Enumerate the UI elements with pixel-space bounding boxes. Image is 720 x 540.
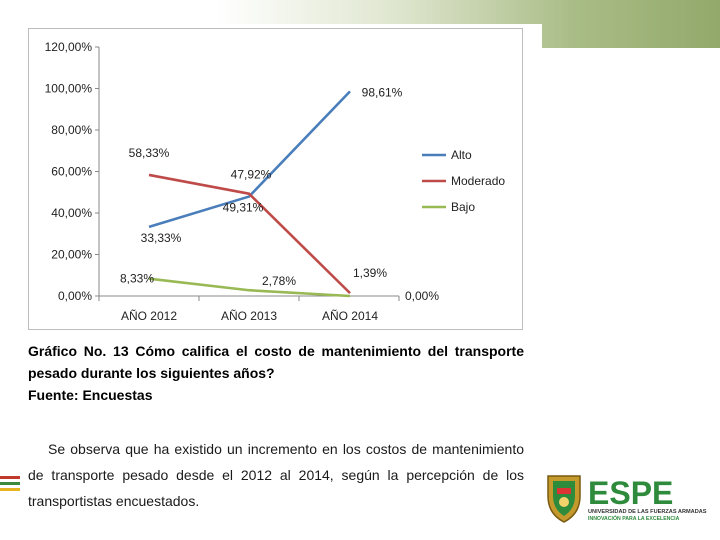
y-tick-label: 100,00% [45, 82, 93, 96]
data-label: 33,33% [141, 231, 182, 245]
y-tick-label: 40,00% [51, 206, 92, 220]
shield-emblem-icon [547, 475, 581, 523]
y-tick-label: 60,00% [51, 165, 92, 179]
logo-wordmark: ESPE [588, 475, 673, 511]
series-line-bajo [148, 277, 351, 298]
series-line-moderado [148, 173, 351, 295]
data-label: 98,61% [362, 85, 403, 99]
data-label: 1,39% [353, 266, 387, 280]
legend-label: Moderado [451, 174, 505, 188]
data-label: 58,33% [129, 146, 170, 160]
legend-label: Alto [451, 148, 472, 162]
chart-caption: Gráfico No. 13 Cómo califica el costo de… [28, 343, 524, 381]
x-tick-label: AÑO 2014 [322, 309, 378, 323]
data-label: 49,31% [223, 201, 264, 215]
x-tick-label: AÑO 2013 [221, 309, 277, 323]
line-chart: 0,00% 20,00% 40,00% 60,00% 80,00% 100,00% 120,… [28, 28, 523, 330]
data-label: 0,00% [405, 289, 439, 303]
data-label: 2,78% [262, 274, 296, 288]
left-stripes [0, 476, 20, 500]
logo-tagline-2: INNOVACIÓN PARA LA EXCELENCIA [588, 514, 680, 522]
series-line-alto [148, 90, 351, 229]
legend-label: Bajo [451, 200, 475, 214]
x-tick-label: AÑO 2012 [121, 309, 177, 323]
logo-tagline-1: UNIVERSIDAD DE LAS FUERZAS ARMADAS [588, 509, 707, 515]
y-tick-label: 120,00% [45, 40, 93, 54]
data-label: 47,92% [231, 168, 272, 182]
chart-source: Fuente: Encuestas [28, 387, 153, 403]
data-label: 8,33% [120, 272, 154, 286]
chart-svg: 0,00% 20,00% 40,00% 60,00% 80,00% 100,00% 120,… [45, 40, 506, 323]
y-tick-label: 80,00% [51, 123, 92, 137]
y-tick-label: 0,00% [58, 289, 92, 303]
y-tick-label: 20,00% [51, 248, 92, 262]
analysis-paragraph: Se observa que ha existido un incremento… [28, 441, 524, 509]
espe-logo: ESPE UNIVERSIDAD DE LAS FUERZAS ARMADAS … [544, 466, 714, 526]
